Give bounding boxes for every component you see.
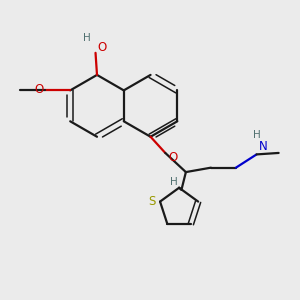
Text: O: O — [98, 41, 106, 54]
Text: O: O — [168, 151, 177, 164]
Text: H: H — [83, 32, 91, 43]
Text: N: N — [259, 140, 267, 153]
Text: S: S — [148, 195, 155, 208]
Text: H: H — [169, 177, 177, 188]
Text: O: O — [34, 83, 43, 96]
Text: H: H — [253, 130, 260, 140]
